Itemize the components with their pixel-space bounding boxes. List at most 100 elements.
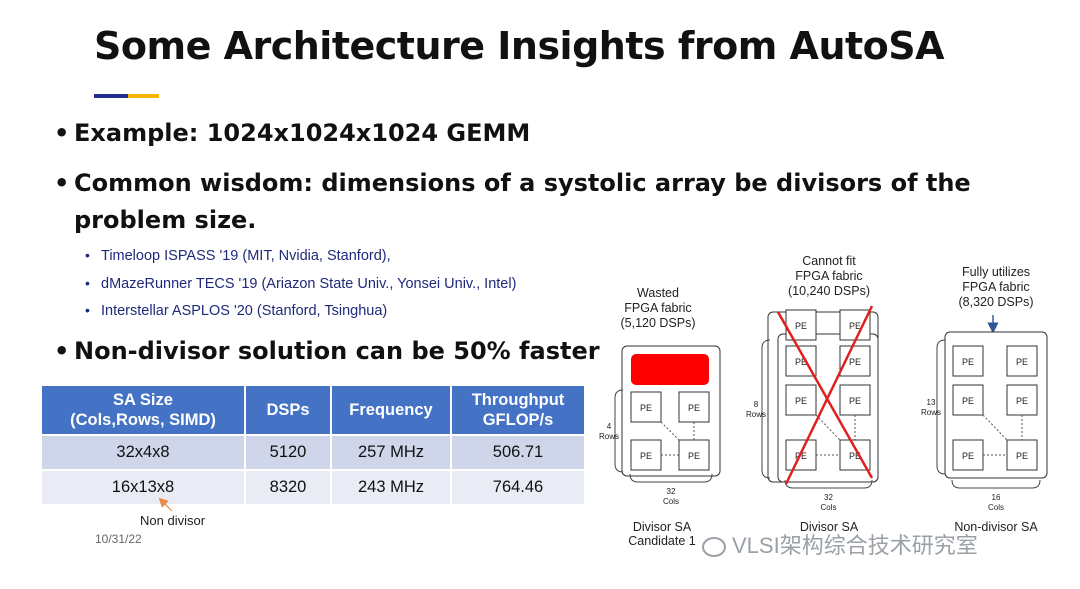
bullet-common-wisdom-line2: problem size. xyxy=(74,206,257,234)
reference-text: Timeloop ISPASS '19 (MIT, Nvidia, Stanfo… xyxy=(101,248,391,264)
pe-box xyxy=(630,439,662,471)
pe-box xyxy=(952,384,984,416)
bullet-dot: • xyxy=(54,337,70,365)
rows-label: Rows xyxy=(921,408,941,417)
cross-out-line xyxy=(784,305,874,485)
pe-label: PE xyxy=(795,357,807,367)
cols-label: 16 xyxy=(992,493,1001,502)
array-frame xyxy=(944,331,1048,479)
table-cell: 8320 xyxy=(245,469,332,504)
header-text: (Cols,Rows, SIMD) xyxy=(70,411,216,429)
reference-text: dMazeRunner TECS '19 (Ariazon State Univ… xyxy=(101,276,517,292)
bullet-common-wisdom-cont: problem size. xyxy=(74,206,256,234)
diagram-top-label: Cannot fit xyxy=(802,254,856,268)
diagram-top-label: FPGA fabric xyxy=(624,301,691,315)
ellipsis-line xyxy=(815,414,841,441)
pe-label: PE xyxy=(849,396,861,406)
pe-box xyxy=(1006,439,1038,471)
diagram-caption: Divisor SA xyxy=(633,520,692,534)
reference-text: Interstellar ASPLOS '20 (Stanford, Tsing… xyxy=(101,303,388,319)
cols-label: Cols xyxy=(820,503,836,512)
header-throughput: Throughput GFLOP/s xyxy=(451,386,584,435)
cols-brace xyxy=(629,473,713,483)
watermark-text: VLSI架构综合技术研究室 xyxy=(732,533,978,558)
pe-label: PE xyxy=(962,396,974,406)
table-cell: 243 MHz xyxy=(331,469,452,504)
pe-box xyxy=(785,345,817,377)
rows-brace xyxy=(936,339,946,475)
bullet-example-text: Example: 1024x1024x1024 GEMM xyxy=(74,119,531,147)
sub-bullet-dot: • xyxy=(85,247,90,263)
pe-label: PE xyxy=(1016,357,1028,367)
rows-label: Rows xyxy=(599,432,619,441)
wechat-icon xyxy=(702,537,726,558)
pe-box xyxy=(952,439,984,471)
ellipsis-line xyxy=(660,421,680,441)
pe-box xyxy=(839,384,871,416)
pe-label: PE xyxy=(795,321,807,331)
wasted-fabric-block xyxy=(631,354,709,385)
table-cell: 32x4x8 xyxy=(42,434,246,470)
pe-box xyxy=(839,309,871,341)
diagram-caption: Candidate 1 xyxy=(628,534,695,548)
rows-label: Rows xyxy=(746,410,766,419)
cols-label: 32 xyxy=(667,487,676,496)
pe-label: PE xyxy=(640,451,652,461)
cross-out-line xyxy=(776,311,874,479)
bullet-non-divisor: • Non-divisor solution can be 50% faster xyxy=(54,337,600,365)
diagram-top-label: Fully utilizes xyxy=(962,265,1030,279)
rows-label: 4 xyxy=(607,422,612,431)
pe-box xyxy=(785,384,817,416)
header-text: GFLOP/s xyxy=(482,411,554,429)
header-sa-size: SA Size (Cols,Rows, SIMD) xyxy=(42,386,246,435)
pe-box xyxy=(839,345,871,377)
pe-label: PE xyxy=(795,451,807,461)
rows-label: 8 xyxy=(754,400,759,409)
pe-label: PE xyxy=(688,403,700,413)
sub-bullet-dot: • xyxy=(85,275,90,291)
pe-label: PE xyxy=(962,451,974,461)
ellipsis-line xyxy=(982,414,1008,441)
diagram-top-label: (5,120 DSPs) xyxy=(620,316,695,330)
reference-item: • Timeloop ISPASS '19 (MIT, Nvidia, Stan… xyxy=(85,247,391,264)
header-frequency: Frequency xyxy=(331,386,452,435)
pe-label: PE xyxy=(962,357,974,367)
table-cell: 764.46 xyxy=(451,469,584,504)
pe-box xyxy=(839,439,871,471)
pe-box xyxy=(1006,384,1038,416)
header-text: DSPs xyxy=(266,401,310,419)
table-row: 32x4x8 5120 257 MHz 506.71 xyxy=(42,434,584,470)
pe-box xyxy=(785,309,817,341)
table-cell: 506.71 xyxy=(451,434,584,470)
pe-box xyxy=(952,345,984,377)
pe-label: PE xyxy=(1016,451,1028,461)
header-dsps: DSPs xyxy=(245,386,332,435)
slide-title: Some Architecture Insights from AutoSA xyxy=(94,24,945,68)
cols-label: Cols xyxy=(988,503,1004,512)
bullet-dot: • xyxy=(54,169,70,197)
table-row: 16x13x8 8320 243 MHz 764.46 xyxy=(42,469,584,504)
array-frame xyxy=(767,311,879,483)
rows-brace xyxy=(614,389,624,473)
diagram-top-label: FPGA fabric xyxy=(962,280,1029,294)
table-header-row: SA Size (Cols,Rows, SIMD) DSPs Frequency… xyxy=(42,386,584,435)
title-accent-blue xyxy=(94,94,128,98)
sub-bullet-dot: • xyxy=(85,302,90,318)
reference-item: • Interstellar ASPLOS '20 (Stanford, Tsi… xyxy=(85,302,388,319)
cols-label: Cols xyxy=(663,497,679,506)
pe-label: PE xyxy=(640,403,652,413)
reference-item: • dMazeRunner TECS '19 (Ariazon State Un… xyxy=(85,275,517,292)
pe-box xyxy=(630,391,662,423)
header-text: Throughput xyxy=(471,391,565,409)
bullet-dot: • xyxy=(54,119,70,147)
non-divisor-annotation: Non divisor xyxy=(140,513,206,528)
table-cell: 5120 xyxy=(245,434,332,470)
array-frame xyxy=(621,345,721,477)
pe-label: PE xyxy=(1016,396,1028,406)
cols-label: 32 xyxy=(824,493,833,502)
pe-box xyxy=(678,439,710,471)
pe-label: PE xyxy=(688,451,700,461)
pe-label: PE xyxy=(849,321,861,331)
pe-label: PE xyxy=(795,396,807,406)
